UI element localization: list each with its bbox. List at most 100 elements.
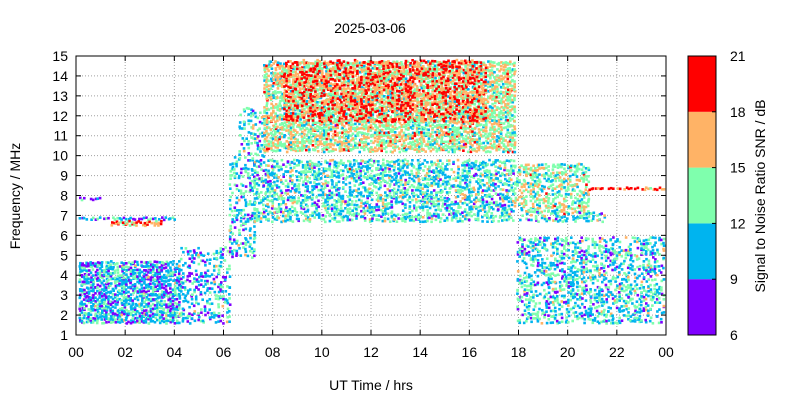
data-point: [153, 313, 157, 316]
data-point: [309, 104, 313, 107]
data-point: [328, 175, 332, 179]
data-point: [172, 260, 175, 263]
data-point: [244, 241, 247, 245]
data-point: [366, 177, 369, 181]
data-point: [101, 309, 104, 312]
data-point: [78, 272, 82, 276]
data-point: [282, 62, 286, 66]
data-point: [144, 265, 148, 268]
data-point: [312, 134, 315, 138]
data-point: [312, 187, 316, 190]
data-point: [323, 60, 327, 64]
data-point: [171, 292, 175, 296]
data-point: [249, 217, 252, 220]
data-point: [273, 172, 276, 176]
data-point: [269, 128, 273, 131]
data-point: [490, 206, 493, 209]
data-point: [312, 78, 316, 81]
data-point: [454, 202, 458, 205]
data-point: [293, 198, 296, 201]
data-point: [160, 304, 163, 307]
data-point: [292, 123, 296, 126]
data-point: [446, 218, 449, 222]
data-point: [280, 94, 284, 98]
data-point: [315, 178, 319, 181]
data-point: [317, 216, 321, 219]
data-point: [204, 271, 207, 275]
data-point: [387, 139, 390, 143]
data-point: [380, 139, 384, 142]
data-point: [477, 165, 480, 168]
data-point: [178, 314, 182, 318]
data-point: [280, 220, 283, 224]
data-point: [254, 152, 257, 156]
data-point: [219, 288, 222, 291]
data-point: [133, 306, 137, 309]
data-point: [304, 182, 308, 185]
data-point: [378, 134, 381, 138]
data-point: [149, 282, 152, 286]
data-point: [228, 235, 232, 239]
data-point: [382, 210, 385, 213]
data-point: [111, 301, 115, 304]
data-point: [191, 282, 194, 285]
data-point: [300, 149, 304, 152]
data-point: [134, 289, 137, 293]
data-point: [257, 192, 261, 196]
data-point: [360, 199, 363, 203]
data-point: [140, 315, 144, 318]
data-point: [323, 147, 326, 150]
data-point: [334, 65, 338, 68]
data-point: [94, 304, 97, 308]
data-point: [426, 161, 429, 164]
data-point: [292, 148, 295, 152]
data-point: [219, 319, 223, 323]
data-point: [116, 280, 119, 283]
data-point: [282, 201, 285, 205]
data-point: [167, 284, 170, 287]
data-point: [365, 166, 369, 170]
data-point: [371, 214, 374, 218]
data-point: [302, 170, 306, 173]
data-point: [167, 302, 171, 306]
data-point: [463, 163, 467, 167]
data-point: [244, 166, 248, 170]
data-point: [321, 122, 324, 125]
data-point: [468, 180, 472, 184]
data-point: [279, 189, 283, 193]
data-point: [368, 166, 371, 170]
data-point: [397, 195, 401, 199]
data-point: [162, 295, 166, 299]
data-point: [380, 135, 383, 138]
data-point: [363, 209, 367, 213]
data-point: [307, 104, 311, 108]
data-point: [371, 66, 375, 70]
data-point: [316, 172, 319, 176]
data-point: [441, 162, 444, 165]
data-point: [320, 217, 323, 221]
data-point: [147, 218, 150, 222]
data-point: [269, 184, 272, 188]
data-point: [436, 176, 440, 180]
data-point: [248, 176, 251, 180]
data-point: [483, 210, 487, 214]
data-point: [461, 215, 465, 218]
data-point: [112, 271, 115, 275]
data-point: [315, 204, 318, 208]
data-point: [501, 183, 505, 186]
data-point: [335, 188, 338, 192]
data-point: [138, 302, 141, 306]
data-point: [323, 101, 327, 105]
data-point: [79, 289, 82, 293]
data-point: [292, 95, 295, 98]
data-point: [107, 320, 111, 324]
data-point: [169, 318, 172, 322]
data-point: [309, 132, 313, 135]
data-point: [278, 132, 282, 135]
data-point: [308, 82, 311, 85]
data-point: [412, 179, 416, 182]
data-point: [280, 78, 284, 82]
data-point: [107, 272, 110, 275]
data-point: [332, 125, 335, 129]
data-point: [378, 87, 381, 90]
